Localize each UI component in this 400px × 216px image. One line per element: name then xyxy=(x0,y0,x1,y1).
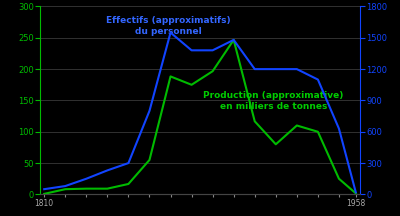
Text: Production (approximative)
en milliers de tonnes: Production (approximative) en milliers d… xyxy=(204,91,344,111)
Text: Effectifs (approximatifs)
du personnel: Effectifs (approximatifs) du personnel xyxy=(106,16,230,36)
